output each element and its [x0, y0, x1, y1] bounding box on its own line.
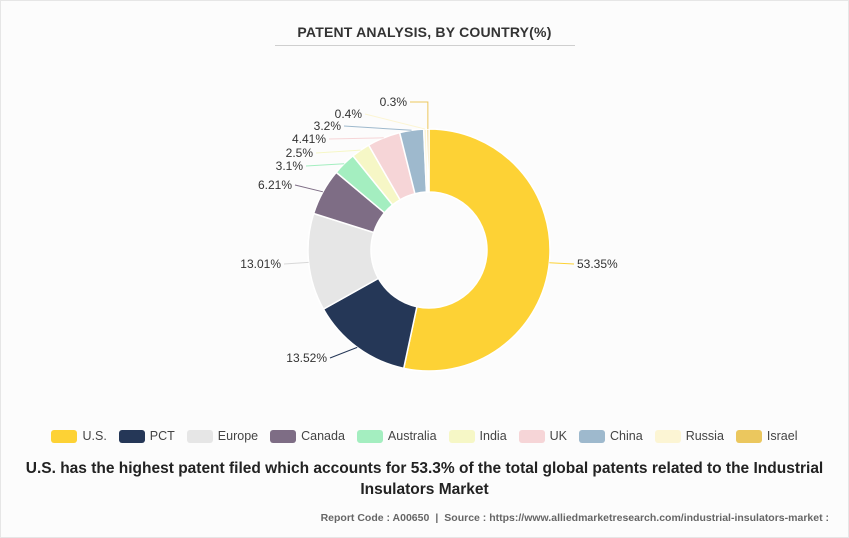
- donut-chart: 53.35% 13.52% 13.01% 6.21% 3.1%2.5%4.41%3.2%…: [240, 95, 618, 372]
- legend-label: India: [479, 429, 507, 443]
- legend-swatch: [118, 429, 145, 443]
- legend-label: Canada: [301, 429, 345, 443]
- legend-item-u-s[interactable]: U.S.: [51, 429, 107, 443]
- legend-item-russia[interactable]: Russia: [654, 429, 724, 443]
- legend-item-pct[interactable]: PCT: [118, 429, 175, 443]
- legend-swatch: [448, 429, 475, 443]
- leader-line: [294, 184, 324, 193]
- source-text: Source : https://www.alliedmarketresearc…: [444, 512, 829, 524]
- chart-legend: U.S. PCT Europe Canada Australia India UK China…: [0, 429, 849, 443]
- leader-line: [364, 113, 426, 130]
- leader-line: [283, 261, 309, 265]
- legend-swatch: [270, 429, 297, 443]
- legend-item-uk[interactable]: UK: [518, 429, 568, 443]
- data-label: 13.01%: [240, 257, 281, 271]
- slice-u-s[interactable]: [402, 128, 551, 372]
- data-label: 0.4%: [335, 107, 363, 121]
- legend-swatch: [51, 429, 78, 443]
- data-label: 13.52%: [286, 351, 327, 365]
- legend-swatch: [654, 429, 681, 443]
- leader-line: [549, 262, 575, 265]
- leader-line: [410, 101, 429, 130]
- legend-label: U.S.: [82, 429, 107, 443]
- leader-line: [305, 163, 345, 167]
- legend-item-australia[interactable]: Australia: [356, 429, 437, 443]
- title-underline: [275, 45, 575, 46]
- legend-swatch: [356, 429, 383, 443]
- legend-label: Europe: [217, 429, 259, 443]
- data-label: 3.2%: [314, 119, 342, 133]
- chart-title: PATENT ANALYSIS, BY COUNTRY(%): [297, 24, 552, 40]
- legend-label: Australia: [387, 429, 437, 443]
- headline-text: U.S. has the highest patent filed which …: [25, 460, 824, 498]
- data-label: 4.41%: [292, 132, 326, 146]
- legend-label: Russia: [685, 429, 724, 443]
- report-code: Report Code : A00650: [320, 512, 430, 524]
- legend-swatch: [518, 429, 545, 443]
- legend-item-india[interactable]: India: [448, 429, 507, 443]
- legend-label: PCT: [149, 429, 175, 443]
- legend-label: China: [610, 429, 643, 443]
- data-label: 6.21%: [258, 178, 292, 192]
- leader-line: [329, 346, 358, 359]
- legend-item-europe[interactable]: Europe: [186, 429, 259, 443]
- data-label: 0.3%: [380, 95, 408, 109]
- legend-label: Israel: [766, 429, 798, 443]
- legend-swatch: [735, 429, 762, 443]
- legend-swatch: [579, 429, 606, 443]
- data-label: 53.35%: [577, 257, 618, 271]
- slice-israel[interactable]: [425, 128, 430, 193]
- data-label: 3.1%: [276, 159, 304, 173]
- legend-item-china[interactable]: China: [579, 429, 643, 443]
- leader-line: [343, 125, 412, 131]
- legend-swatch: [186, 429, 213, 443]
- leader-line: [315, 149, 361, 154]
- data-label: 2.5%: [286, 146, 314, 160]
- leader-line: [328, 137, 384, 140]
- legend-item-canada[interactable]: Canada: [270, 429, 345, 443]
- legend-label: UK: [549, 429, 568, 443]
- legend-item-israel[interactable]: Israel: [735, 429, 798, 443]
- footer-separator: |: [435, 512, 439, 524]
- footer: Report Code : A00650 | Source : https://ww…: [321, 512, 829, 524]
